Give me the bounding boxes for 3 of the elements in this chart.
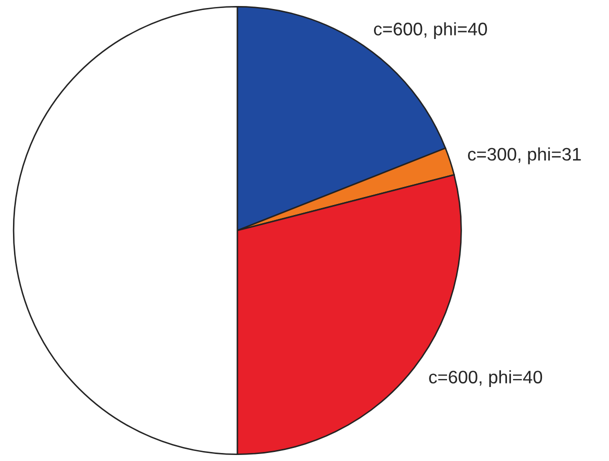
slice-label: c=600, phi=40 [374, 22, 487, 40]
slice-label: c=300, phi=31 [468, 147, 581, 164]
slice-label: c=600, phi=40 [429, 370, 542, 388]
